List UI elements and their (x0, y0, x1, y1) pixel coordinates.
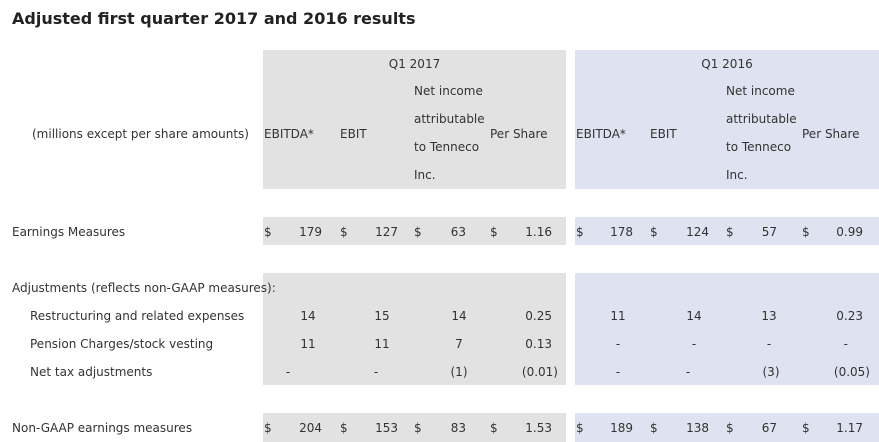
q1-2017-earnings-band (263, 217, 566, 245)
q1-2016-earnings-band (575, 217, 879, 245)
cell-value: 14 (451, 309, 467, 323)
currency-symbol: $ (650, 225, 658, 239)
cell-value: 0.13 (525, 337, 552, 351)
cell-value: 153 (375, 421, 398, 435)
cell-value: 57 (761, 225, 777, 239)
currency-symbol: $ (576, 225, 584, 239)
cell-value: 178 (610, 225, 633, 239)
row-label-restructuring: Restructuring and related expenses (30, 309, 245, 323)
currency-symbol: $ (490, 225, 498, 239)
cell-value: 14 (300, 309, 316, 323)
currency-symbol: $ (802, 225, 810, 239)
cell-value: 138 (686, 421, 709, 435)
cell-value: 1.17 (836, 421, 863, 435)
col-per-share-2017: Per Share (490, 127, 548, 141)
cell-value: 67 (761, 421, 777, 435)
col-net-income-line: attributable (726, 112, 797, 126)
currency-symbol: $ (726, 421, 734, 435)
cell-value: 83 (450, 421, 466, 435)
col-ebit-2017: EBIT (340, 127, 367, 141)
cell-value: - (615, 337, 621, 351)
col-ebitda-2017: EBITDA* (264, 127, 314, 141)
cell-value: 7 (455, 337, 463, 351)
period-header-q1-2016: Q1 2016 (701, 57, 753, 71)
cell-value: 11 (610, 309, 626, 323)
cell-value: 0.99 (836, 225, 863, 239)
col-per-share-2016: Per Share (802, 127, 860, 141)
q1-2017-nongaap-band (263, 413, 566, 442)
currency-symbol: $ (650, 421, 658, 435)
cell-value: 1.16 (525, 225, 552, 239)
cell-value: 1.53 (525, 421, 552, 435)
row-label-pension: Pension Charges/stock vesting (30, 337, 214, 351)
col-net-income-line: to Tenneco (414, 140, 480, 154)
cell-value: 179 (299, 225, 322, 239)
q1-2017-adjustments-band (263, 273, 566, 385)
col-ebitda-2016: EBITDA* (576, 127, 626, 141)
q1-2016-header-band (575, 50, 879, 189)
q1-2016-nongaap-band (575, 413, 879, 442)
q1-2017-header-band (263, 50, 566, 189)
cell-value: 0.23 (836, 309, 863, 323)
currency-symbol: $ (726, 225, 734, 239)
units-label: (millions except per share amounts) (32, 127, 249, 141)
cell-value: - (843, 337, 848, 351)
col-net-income-line: attributable (414, 112, 485, 126)
currency-symbol: $ (264, 421, 272, 435)
col-net-income-line: Inc. (414, 168, 436, 182)
cell-value: 63 (450, 225, 466, 239)
cell-value: - (685, 365, 691, 379)
currency-symbol: $ (414, 421, 422, 435)
cell-value: 0.25 (525, 309, 552, 323)
col-net-income-line: Inc. (726, 168, 748, 182)
cell-value: 124 (686, 225, 709, 239)
row-label-earnings: Earnings Measures (12, 225, 126, 239)
adjustments-header: Adjustments (reflects non-GAAP measures)… (12, 281, 276, 295)
cell-value: 11 (300, 337, 316, 351)
cell-value: - (285, 365, 291, 379)
cell-value: (1) (450, 365, 468, 379)
currency-symbol: $ (340, 225, 348, 239)
currency-symbol: $ (414, 225, 422, 239)
page-title: Adjusted first quarter 2017 and 2016 res… (12, 9, 416, 28)
cell-value: (3) (762, 365, 780, 379)
cell-value: 204 (299, 421, 322, 435)
cell-value: - (766, 337, 772, 351)
cell-value: - (373, 365, 379, 379)
cell-value: - (691, 337, 697, 351)
cell-value: 11 (374, 337, 390, 351)
cell-value: (0.01) (521, 365, 558, 379)
cell-value: 13 (761, 309, 777, 323)
col-ebit-2016: EBIT (650, 127, 677, 141)
currency-symbol: $ (340, 421, 348, 435)
row-label-net-tax: Net tax adjustments (30, 365, 153, 379)
cell-value: 127 (375, 225, 398, 239)
col-net-income-line: Net income (414, 84, 483, 98)
col-net-income-line: Net income (726, 84, 795, 98)
currency-symbol: $ (490, 421, 498, 435)
q1-2016-adjustments-band (575, 273, 879, 385)
currency-symbol: $ (576, 421, 584, 435)
cell-value: - (615, 365, 621, 379)
cell-value: 14 (686, 309, 702, 323)
period-header-q1-2017: Q1 2017 (388, 57, 441, 71)
col-net-income-line: to Tenneco (726, 140, 792, 154)
cell-value: 15 (374, 309, 390, 323)
currency-symbol: $ (264, 225, 272, 239)
row-label-non-gaap: Non-GAAP earnings measures (12, 421, 193, 435)
cell-value: (0.05) (833, 365, 870, 379)
cell-value: 189 (610, 421, 633, 435)
currency-symbol: $ (802, 421, 810, 435)
